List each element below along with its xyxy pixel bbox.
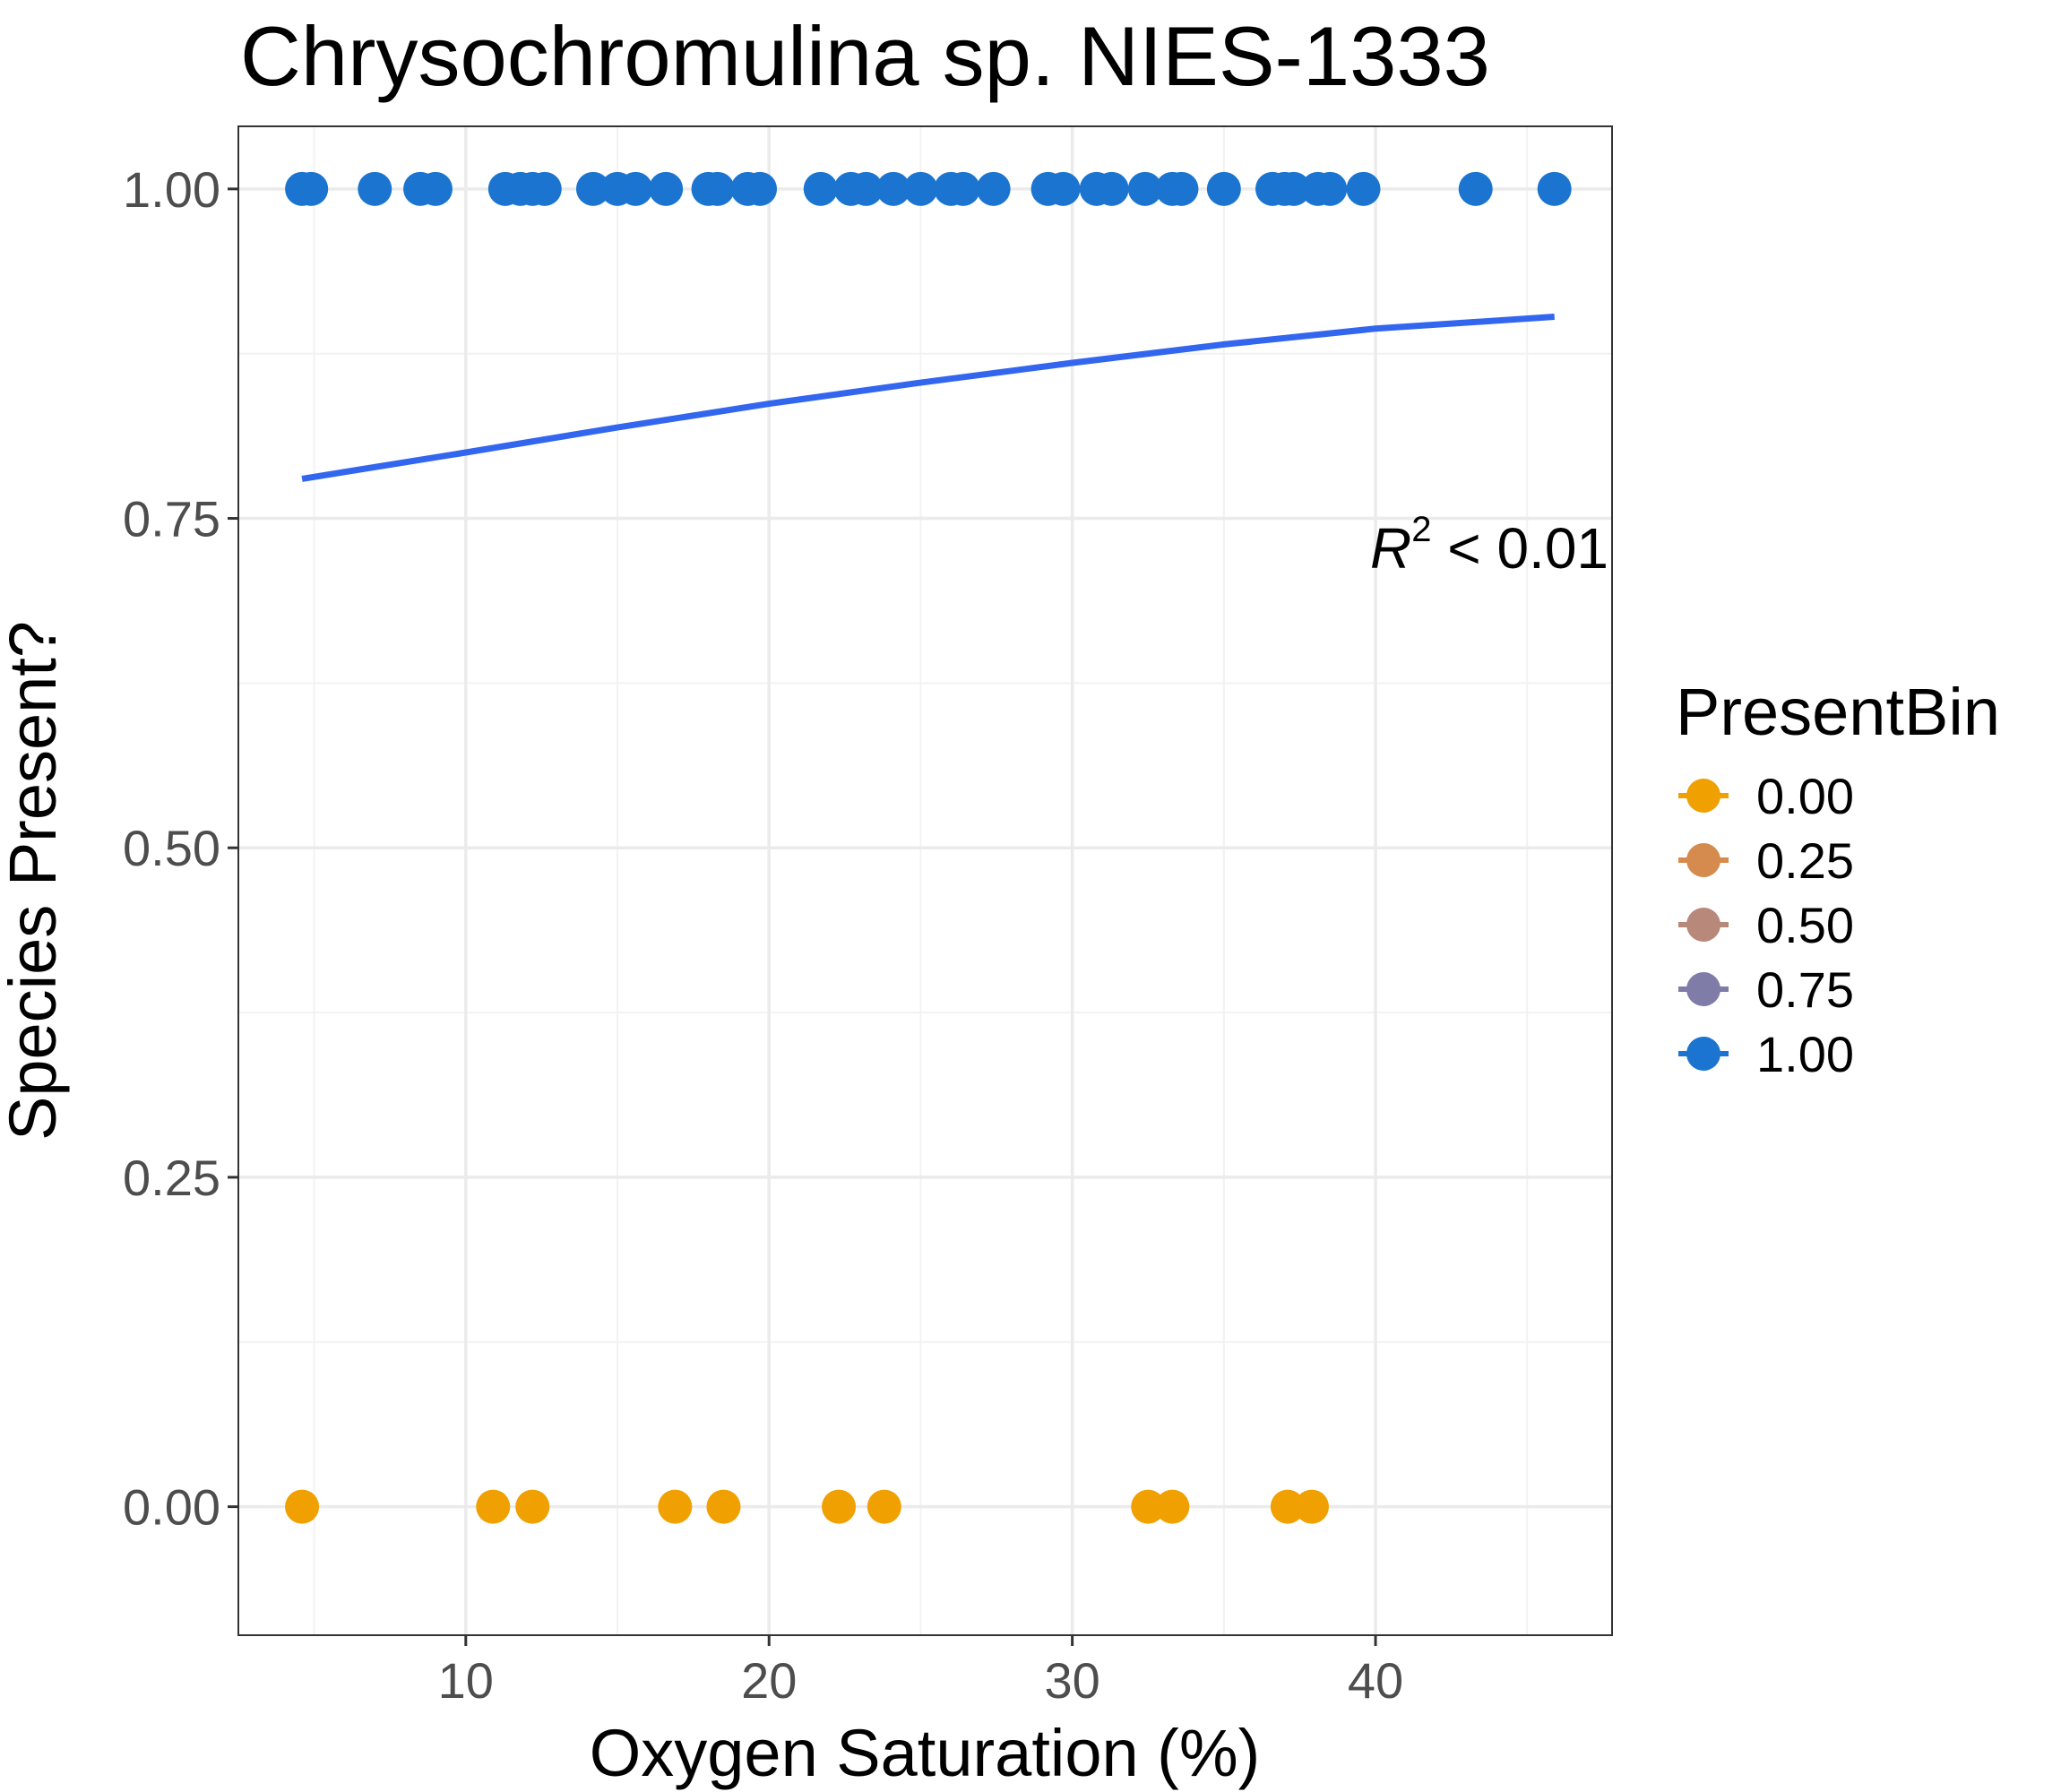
y-tick-label: 0.50 bbox=[123, 820, 220, 876]
data-point bbox=[1046, 171, 1081, 206]
data-point bbox=[658, 1489, 693, 1524]
x-axis-title: Oxygen Saturation (%) bbox=[590, 1716, 1261, 1790]
y-tick-label: 0.00 bbox=[123, 1479, 220, 1536]
x-tick-label: 30 bbox=[1044, 1652, 1099, 1709]
x-tick-label: 20 bbox=[741, 1652, 797, 1709]
data-point bbox=[849, 171, 884, 206]
y-tick-label: 1.00 bbox=[123, 161, 220, 218]
chart-title: Chrysochromulina sp. NIES-1333 bbox=[240, 9, 1490, 103]
data-point bbox=[976, 171, 1011, 206]
data-point bbox=[418, 171, 453, 206]
data-point bbox=[903, 171, 938, 206]
data-point bbox=[700, 171, 735, 206]
legend-key-dot bbox=[1686, 908, 1720, 942]
data-point bbox=[1155, 1489, 1190, 1524]
data-point bbox=[945, 171, 980, 206]
data-point bbox=[649, 171, 684, 206]
data-point bbox=[1127, 171, 1162, 206]
legend-label: 0.75 bbox=[1756, 961, 1854, 1018]
data-point bbox=[867, 1489, 901, 1524]
data-point bbox=[1346, 171, 1381, 206]
data-point bbox=[1313, 171, 1348, 206]
legend-key-dot bbox=[1686, 972, 1720, 1006]
data-point bbox=[743, 171, 778, 206]
points bbox=[285, 171, 1572, 1524]
data-point bbox=[527, 171, 562, 206]
data-point bbox=[1276, 171, 1311, 206]
x-axis: 10 20 30 40 bbox=[438, 1635, 1403, 1709]
legend-key-dot bbox=[1686, 1037, 1720, 1071]
legend-label: 1.00 bbox=[1756, 1026, 1854, 1082]
legend-title: PresentBin bbox=[1676, 675, 2000, 749]
plot-panel bbox=[237, 125, 1613, 1636]
legend-label: 0.50 bbox=[1756, 897, 1854, 953]
panel-border bbox=[237, 125, 1613, 1636]
legend-entries: 0.00 0.25 0.50 0.75 1.00 bbox=[1678, 768, 1854, 1082]
r-power: 2 bbox=[1411, 510, 1431, 549]
y-tick-label: 0.75 bbox=[123, 491, 220, 547]
panel-background bbox=[238, 126, 1612, 1635]
data-point bbox=[803, 171, 838, 206]
data-point bbox=[358, 171, 392, 206]
x-tick-label: 40 bbox=[1348, 1652, 1403, 1709]
x-tick-label: 10 bbox=[438, 1652, 494, 1709]
data-point bbox=[1270, 1489, 1305, 1524]
data-point bbox=[875, 171, 910, 206]
data-point bbox=[515, 1489, 550, 1524]
r-rest: < 0.01 bbox=[1432, 516, 1609, 581]
data-point bbox=[822, 1489, 857, 1524]
data-point bbox=[1131, 1489, 1166, 1524]
y-tick-label: 0.25 bbox=[123, 1150, 220, 1206]
data-point bbox=[1164, 171, 1199, 206]
fit-line bbox=[301, 314, 1555, 482]
legend-key-dot bbox=[1686, 843, 1720, 877]
r-symbol: R bbox=[1370, 516, 1411, 581]
fit-layer bbox=[301, 314, 1555, 482]
data-point bbox=[706, 1489, 741, 1524]
legend: PresentBin 0.00 0.25 0.50 0.75 1.00 bbox=[1676, 675, 2000, 1082]
data-point bbox=[1458, 171, 1493, 206]
y-axis: 0.00 0.25 0.50 0.75 1.00 bbox=[123, 161, 238, 1536]
data-point bbox=[1206, 171, 1241, 206]
r-squared-annotation: R2 < 0.01 bbox=[1370, 510, 1608, 581]
legend-key-dot bbox=[1686, 779, 1720, 813]
data-point bbox=[1294, 1489, 1329, 1524]
data-point bbox=[618, 171, 653, 206]
legend-label: 0.25 bbox=[1756, 832, 1854, 889]
data-point bbox=[1537, 171, 1572, 206]
data-point bbox=[476, 1489, 511, 1524]
data-point bbox=[575, 171, 610, 206]
data-point bbox=[285, 1489, 320, 1524]
data-point bbox=[1094, 171, 1129, 206]
data-point bbox=[294, 171, 329, 206]
y-axis-title: Species Present? bbox=[0, 621, 70, 1141]
legend-label: 0.00 bbox=[1756, 768, 1854, 824]
